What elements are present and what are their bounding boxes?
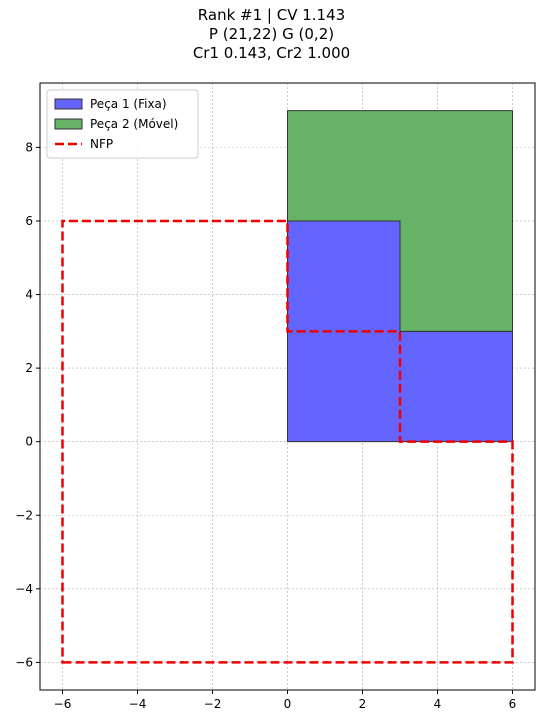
legend-label-2: NFP bbox=[90, 137, 113, 151]
legend-label-1: Peça 2 (Móvel) bbox=[90, 117, 178, 131]
y-tick-label-6: 6 bbox=[25, 214, 33, 228]
nfp-outline bbox=[61, 219, 514, 664]
legend-box bbox=[46, 89, 199, 159]
legend-swatch-1 bbox=[54, 118, 83, 130]
x-tick-label-6: 6 bbox=[509, 697, 517, 711]
y-tick-label-5: 4 bbox=[25, 288, 33, 302]
x-tick-label-5: 4 bbox=[434, 697, 442, 711]
title-line-2: P (21,22) G (0,2) bbox=[208, 25, 335, 43]
legend-swatch-0 bbox=[54, 98, 83, 110]
series-layer bbox=[61, 110, 514, 664]
y-tick-label-2: −2 bbox=[15, 508, 33, 522]
x-tick-label-3: 0 bbox=[284, 697, 292, 711]
x-tick-label-2: −2 bbox=[204, 697, 222, 711]
series-polygon-1 bbox=[287, 110, 513, 332]
legend-label-0: Peça 1 (Fixa) bbox=[90, 97, 167, 111]
y-tick-label-1: −4 bbox=[15, 582, 33, 596]
x-tick-label-0: −6 bbox=[54, 697, 72, 711]
chart-title: Rank #1 | CV 1.143 P (21,22) G (0,2) Cr1… bbox=[0, 6, 543, 63]
x-tick-label-4: 2 bbox=[359, 697, 367, 711]
axis-ticks: −6 −4 −2 0 2 4 6 −6 −4 −2 0 2 4 6 8 bbox=[15, 140, 516, 711]
title-line-3: Cr1 0.143, Cr2 1.000 bbox=[192, 44, 351, 62]
title-line-1: Rank #1 | CV 1.143 bbox=[197, 6, 346, 24]
y-tick-label-4: 2 bbox=[25, 361, 33, 375]
legend: Peça 1 (Fixa) Peça 2 (Móvel) NFP bbox=[46, 89, 199, 159]
y-tick-label-3: 0 bbox=[25, 435, 33, 449]
x-tick-label-1: −4 bbox=[129, 697, 147, 711]
y-tick-label-0: −6 bbox=[15, 655, 33, 669]
y-tick-label-7: 8 bbox=[25, 140, 33, 154]
